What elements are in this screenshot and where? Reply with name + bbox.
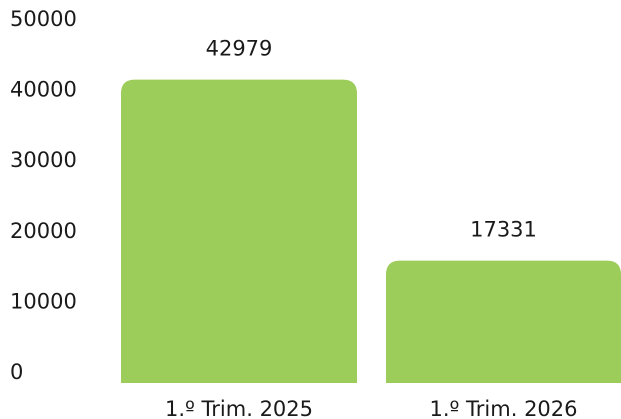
x-axis: 1.º Trim. 2025 1.º Trim. 2026 [165, 397, 578, 419]
bar-value-label: 17331 [470, 218, 537, 242]
bar-value-label: 42979 [206, 37, 273, 61]
y-tick-label: 0 [10, 360, 23, 384]
y-axis: 0 10000 20000 30000 40000 50000 [10, 7, 77, 384]
bar [121, 79, 357, 383]
bar [386, 260, 621, 383]
x-tick-label: 1.º Trim. 2025 [165, 397, 313, 419]
y-tick-label: 50000 [10, 7, 77, 31]
y-tick-label: 30000 [10, 148, 77, 172]
y-tick-label: 20000 [10, 219, 77, 243]
bars: 42979 17331 [121, 37, 621, 383]
x-tick-label: 1.º Trim. 2026 [429, 397, 577, 419]
y-tick-label: 40000 [10, 78, 77, 102]
y-tick-label: 10000 [10, 289, 77, 313]
